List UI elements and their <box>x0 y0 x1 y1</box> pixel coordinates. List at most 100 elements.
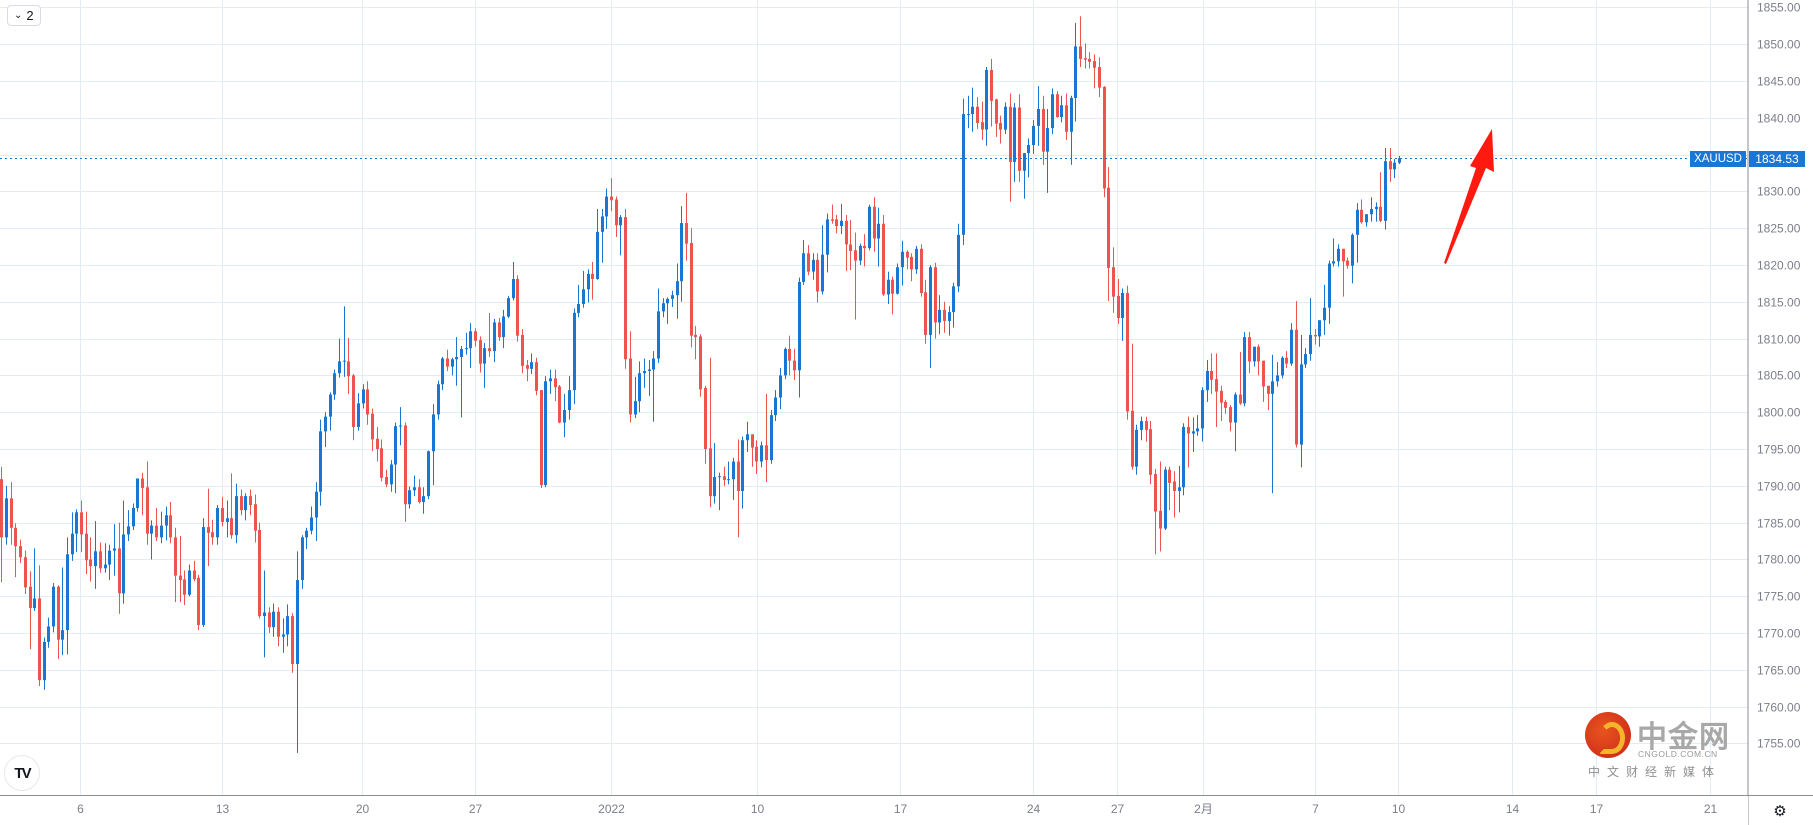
candle-body <box>831 219 834 221</box>
price-axis[interactable] <box>1748 0 1813 825</box>
price-tick-label: 1785.00 <box>1757 517 1801 531</box>
candle-body <box>118 548 121 594</box>
candle-body <box>277 611 280 637</box>
price-tick-label: 1775.00 <box>1757 590 1801 604</box>
candle-body <box>258 530 261 617</box>
candle-body <box>699 336 702 390</box>
candle-body <box>422 496 425 503</box>
candle-body <box>981 122 984 130</box>
candle-body <box>207 527 210 533</box>
trend-arrow-annotation <box>1444 129 1494 264</box>
candle-body <box>798 281 801 371</box>
candle-body <box>507 298 510 317</box>
candle-body <box>1309 334 1312 355</box>
time-tick-label: 2022 <box>598 802 625 816</box>
candle-body <box>718 476 721 478</box>
candle-body <box>14 527 17 547</box>
candle-body <box>812 259 815 272</box>
candle-body <box>558 386 561 423</box>
candle-body <box>1018 107 1021 171</box>
candle-body <box>1267 385 1270 394</box>
candle-body <box>399 425 402 427</box>
candle-body <box>1088 58 1091 62</box>
candle-body <box>338 361 341 374</box>
candle-body <box>568 390 571 411</box>
candle-body <box>1098 66 1101 88</box>
candle-body <box>671 295 674 299</box>
candle-body <box>1234 394 1237 423</box>
tradingview-logo-icon[interactable]: TV <box>4 755 40 791</box>
settings-gear-icon[interactable]: ⚙ <box>1773 803 1787 820</box>
time-tick-label: 27 <box>469 802 483 816</box>
candle-body <box>132 507 135 527</box>
candle-body <box>615 199 618 226</box>
candle-body <box>1346 260 1349 266</box>
candle-body <box>249 496 252 505</box>
candle-body <box>141 478 144 489</box>
candle-body <box>1149 429 1152 475</box>
candle-body <box>957 234 960 287</box>
candle-body <box>765 445 768 461</box>
candle-body <box>1314 334 1317 337</box>
candle-body <box>863 245 866 249</box>
candle-body <box>891 279 894 294</box>
candle-body <box>1107 187 1110 268</box>
candle-body <box>610 196 613 201</box>
price-axis-ticks: 1855.001850.001845.001840.001835.001830.… <box>1757 1 1801 751</box>
candle-body <box>530 362 533 369</box>
candle-body <box>859 245 862 261</box>
candle-body <box>934 267 937 323</box>
candle-body <box>971 106 974 115</box>
symbol-price-label: XAUUSD <box>1690 150 1746 167</box>
candle-body <box>591 273 594 279</box>
candle-body <box>516 278 519 336</box>
candle-body <box>732 461 735 480</box>
candle-body <box>394 426 397 465</box>
candle-body <box>1328 263 1331 308</box>
candle-body <box>66 554 69 631</box>
candle-body <box>1042 108 1045 152</box>
candle-body <box>1393 162 1396 170</box>
candle-body <box>1145 421 1148 430</box>
candle-body <box>19 546 22 558</box>
candle-body <box>666 298 669 304</box>
candle-body <box>75 512 78 534</box>
candle-body <box>526 365 529 369</box>
candle-body <box>657 311 660 359</box>
candle-body <box>1079 46 1082 59</box>
candle-body <box>254 504 257 531</box>
candle-body <box>826 219 829 255</box>
candle-body <box>648 369 651 371</box>
candle-body <box>390 464 393 485</box>
candle-body <box>1370 209 1373 215</box>
candle-body <box>821 254 824 292</box>
candle-body <box>577 304 580 313</box>
candle-body <box>952 286 955 313</box>
candle-body <box>493 322 496 352</box>
candle-body <box>1379 206 1382 221</box>
candle-body <box>1027 145 1030 154</box>
candle-body <box>362 389 365 404</box>
candle-body <box>33 598 36 609</box>
candle-body <box>43 641 46 681</box>
candle-body <box>169 515 172 538</box>
time-axis[interactable] <box>0 796 1748 825</box>
candle-body <box>5 498 8 538</box>
candle-body <box>1013 107 1016 162</box>
price-tick-label: 1855.00 <box>1757 1 1801 15</box>
candle-body <box>474 331 477 341</box>
candle-body <box>868 206 871 249</box>
candle-body <box>1140 421 1143 430</box>
candle-body <box>366 389 369 415</box>
candle-body <box>906 251 909 258</box>
candle-body <box>310 517 313 531</box>
candle-body <box>80 512 83 535</box>
price-tick-label: 1805.00 <box>1757 369 1801 383</box>
candle-body <box>1154 474 1157 512</box>
candle-body <box>1206 371 1209 391</box>
candle-body <box>1074 46 1077 98</box>
interval-collapse-button[interactable]: ⌄ 2 <box>7 5 41 26</box>
candle-body <box>877 223 880 239</box>
grid <box>0 0 1748 795</box>
